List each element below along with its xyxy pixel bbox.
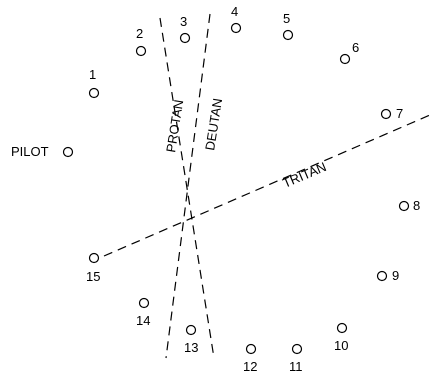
cap-9: 9 — [376, 268, 399, 283]
cap-label: 13 — [184, 340, 198, 355]
cap-13: 13 — [184, 324, 198, 355]
cap-label: 14 — [136, 313, 150, 328]
cap-14: 14 — [136, 297, 150, 328]
cap-11: 11 — [289, 343, 303, 374]
cap-6: 6 — [339, 40, 359, 65]
cap-marker — [376, 270, 388, 282]
cap-marker — [88, 252, 100, 264]
cap-label: 5 — [283, 11, 290, 26]
cap-label: 10 — [334, 338, 348, 353]
cap-marker — [336, 322, 348, 334]
cap-4: 4 — [230, 4, 242, 34]
cap-label: 1 — [89, 67, 96, 82]
cap-7: 7 — [380, 106, 403, 121]
protan-axis-line — [159, 17, 215, 359]
cap-marker — [380, 108, 392, 120]
cap-marker — [135, 45, 147, 57]
cap-label: 15 — [86, 269, 100, 284]
cap-marker — [245, 343, 257, 355]
cap-5: 5 — [282, 11, 294, 41]
tritan-axis-line — [103, 114, 431, 257]
cap-10: 10 — [334, 322, 348, 353]
cap-label: 3 — [180, 14, 187, 29]
cap-2: 2 — [135, 26, 147, 57]
cap-marker — [179, 32, 191, 44]
cap-marker — [282, 29, 294, 41]
deutan-axis-label: DEUTAN — [202, 97, 225, 151]
cap-8: 8 — [398, 198, 420, 213]
cap-1: 1 — [88, 67, 100, 99]
cap-label: 6 — [352, 40, 359, 55]
cap-label: 12 — [243, 359, 257, 374]
cap-label: 2 — [136, 26, 143, 41]
cap-label: 8 — [413, 198, 420, 213]
cap-marker — [291, 343, 303, 355]
cap-15: 15 — [86, 252, 100, 284]
cap-marker — [185, 324, 197, 336]
cap-12: 12 — [243, 343, 257, 374]
cap-3: 3 — [179, 14, 191, 44]
cap-label: 7 — [396, 106, 403, 121]
deutan-axis-line — [165, 13, 211, 359]
pilot-cap — [62, 146, 74, 158]
tritan-axis-label: TRITAN — [280, 159, 328, 191]
cap-marker — [138, 297, 150, 309]
cap-label: 4 — [231, 4, 238, 19]
pilot-label: PILOT — [11, 144, 49, 159]
cap-label: 11 — [289, 359, 303, 374]
cap-marker — [398, 200, 410, 212]
cap-marker — [88, 87, 100, 99]
cap-marker — [339, 53, 351, 65]
cap-marker — [230, 22, 242, 34]
cap-label: 9 — [392, 268, 399, 283]
protan-axis-label: PROTAN — [163, 99, 186, 154]
